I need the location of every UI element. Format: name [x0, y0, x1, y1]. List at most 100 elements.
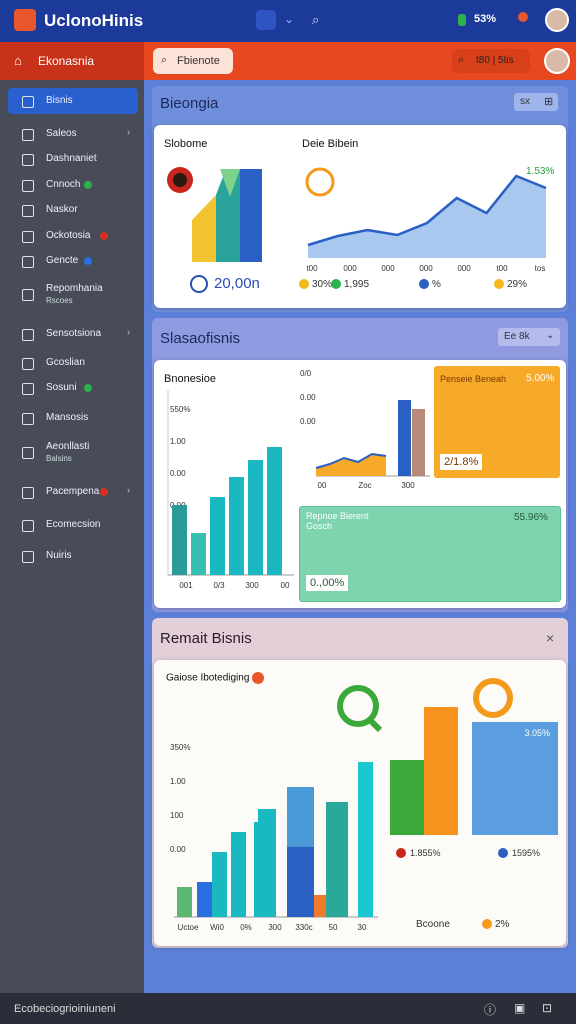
- info-button[interactable]: ⓘ: [484, 1003, 497, 1017]
- search-box[interactable]: ⌕ Fbienote: [153, 48, 233, 74]
- notification[interactable]: [518, 12, 528, 22]
- item-icon: [22, 256, 34, 268]
- logo-icon: [14, 9, 36, 31]
- x-tick-label: 0/3: [213, 581, 225, 590]
- area: [308, 176, 546, 258]
- y-tick-label: 350%: [170, 743, 190, 752]
- sidebar-item[interactable]: Nuiris: [46, 550, 72, 561]
- home-icon[interactable]: ⌂: [14, 53, 22, 68]
- value-box: [472, 722, 558, 835]
- bar: [314, 895, 326, 917]
- sidebar-item[interactable]: Repomhania: [46, 283, 103, 294]
- footer-text: Ecobeciogrioiniuneni: [14, 1003, 116, 1015]
- sub-title: Ekonasnia: [38, 54, 95, 68]
- x-tick-label: Zoc: [358, 481, 371, 490]
- dropdown-icon[interactable]: ⌄: [284, 12, 295, 26]
- bar: [191, 533, 206, 575]
- x-tick-label: 300: [401, 481, 415, 490]
- menu-button[interactable]: [256, 10, 276, 30]
- y-tick-label: 0.00: [170, 469, 186, 478]
- chart-title-text: Gaiose Ibotediging: [166, 672, 250, 684]
- avatar[interactable]: [544, 48, 570, 74]
- sidebar-item[interactable]: Sensotsiona: [46, 328, 102, 339]
- item-icon: [22, 289, 34, 301]
- sidebar-item[interactable]: Naskor: [46, 204, 78, 215]
- chevron: ›: [127, 327, 130, 337]
- icon: [305, 167, 335, 197]
- sidebar-item[interactable]: Ockotosia: [46, 230, 91, 241]
- shape: [192, 195, 216, 262]
- green-title: Repnoe Bierent: [306, 511, 369, 521]
- big-value: 20,00n: [190, 275, 260, 294]
- sidebar-item[interactable]: Bisnis: [46, 95, 73, 106]
- bar: [254, 822, 258, 917]
- item-icon: [22, 358, 34, 370]
- bar: [229, 477, 244, 575]
- avatar[interactable]: [545, 8, 569, 32]
- badge: [83, 384, 92, 392]
- chevron: ›: [127, 127, 130, 137]
- item-icon: [22, 447, 34, 459]
- grid-button[interactable]: ▣: [514, 1001, 526, 1015]
- y-tick-label: 100: [170, 811, 184, 820]
- line: [315, 452, 387, 469]
- close-button[interactable]: ×: [546, 630, 555, 646]
- line: [307, 174, 547, 247]
- section-title: Bieongia: [160, 95, 219, 112]
- legend-label: 30%: [312, 279, 332, 290]
- sidebar-item[interactable]: Gencte: [46, 255, 79, 266]
- sidebar-item[interactable]: Cnnoch: [46, 179, 81, 190]
- card-3-charts: 350% 1.00 100 0.00 Uctoe Wi0 0% 300 330c 50 30 3.05…: [170, 678, 558, 932]
- sidebar: Bisnis Saleos › Dashnaniet Cnnoch Naskor Ockot…: [0, 80, 144, 993]
- bar: [358, 762, 373, 917]
- bar: [231, 832, 246, 917]
- sidebar-item[interactable]: Aeonllasti: [46, 441, 90, 452]
- x-tick-label: t00: [496, 264, 508, 273]
- sidebar-item[interactable]: Saleos: [46, 128, 77, 139]
- green-card: Repnoe Bierent Gosch 55.96% 0.,00%: [299, 506, 561, 602]
- dropdown[interactable]: Ee 8k ⌄: [498, 328, 560, 346]
- item-icon: [22, 154, 34, 166]
- legend-label: 1595%: [512, 848, 540, 858]
- card-1: Slobome Deie Bibein 20,00n 1.53% t00 000 0…: [154, 125, 566, 308]
- section-title: Remait Bisnis: [160, 630, 252, 647]
- legend-dot: [494, 279, 504, 289]
- card-1-charts: t00 000 000 000 000 t00 tos 30% 1,995% 29%: [167, 167, 547, 290]
- card-2: Bnonesioe 550% 1.00 0.00 0.00 001 0/3 300 00 0/0…: [154, 360, 566, 608]
- x-tick-label: Wi0: [210, 923, 224, 932]
- item-icon: [22, 383, 34, 395]
- bar: [248, 460, 263, 575]
- sidebar-item[interactable]: Ecomecsion: [46, 519, 101, 530]
- y-tick-label: 0.00: [170, 845, 186, 854]
- corner-value: 1.53%: [526, 166, 555, 177]
- sidebar-subitem: Rscoes: [46, 296, 73, 305]
- sidebar-item[interactable]: Pacempena: [46, 486, 100, 497]
- search-icon[interactable]: ⌕: [312, 12, 320, 27]
- sidebar-item[interactable]: Gcoslian: [46, 357, 85, 368]
- sidebar-item[interactable]: Dashnaniet: [46, 153, 97, 164]
- green-subtitle: Gosch: [306, 521, 333, 531]
- item-icon: [22, 180, 34, 192]
- item-icon: [22, 413, 34, 425]
- button-text: sx: [520, 96, 530, 107]
- card-title: Deie Bibein: [302, 138, 359, 150]
- dropdown-text: Ee 8k: [504, 331, 530, 342]
- legend-dot: [396, 848, 406, 858]
- bar: [177, 887, 192, 917]
- x-tick-label: tos: [535, 264, 546, 273]
- active-item: [8, 88, 138, 114]
- x-tick-label: Uctoe: [178, 923, 199, 932]
- pill[interactable]: ⌕ t80 | 5tis: [452, 49, 530, 73]
- shape: [220, 169, 240, 197]
- export-button[interactable]: ⊡: [542, 1001, 553, 1015]
- card-title: Slobome: [164, 138, 208, 150]
- icon: [473, 678, 513, 718]
- section-button[interactable]: sx ⊞: [514, 93, 558, 111]
- card-2-charts: 550%1.000.000.000010/3300000/00.000.0000…: [167, 369, 430, 590]
- item-icon: [22, 96, 34, 108]
- sidebar-item[interactable]: Sosuni: [46, 382, 77, 393]
- sidebar-item[interactable]: Mansosis: [46, 412, 89, 423]
- y-tick-label: 0.00: [300, 417, 316, 426]
- footer-value: 2%: [482, 919, 509, 930]
